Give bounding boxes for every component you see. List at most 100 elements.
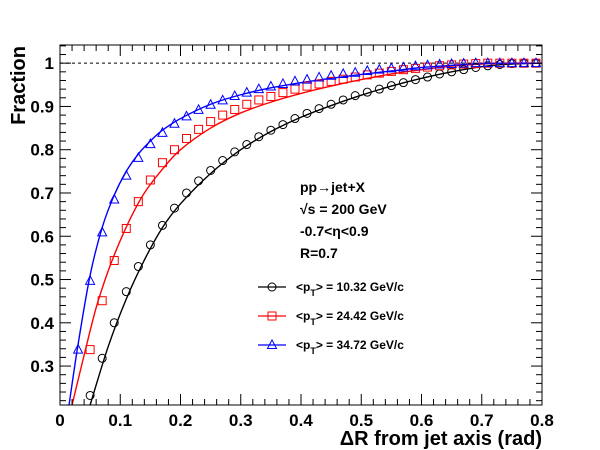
y-tick-label: 0.4 xyxy=(30,314,54,333)
data-point xyxy=(230,104,240,114)
data-point xyxy=(121,287,131,297)
data-point xyxy=(278,88,288,98)
data-point xyxy=(435,61,445,71)
legend-entry-3: <pT> = 34.72 GeV/c xyxy=(258,338,404,356)
data-point xyxy=(398,78,408,88)
data-point xyxy=(97,296,107,306)
y-axis-ticks: 0.3 0.4 0.5 0.6 0.7 0.8 0.9 1 xyxy=(30,45,542,402)
data-point xyxy=(410,75,420,85)
legend-marker xyxy=(267,282,277,292)
legend-label: <pT> = 34.72 GeV/c xyxy=(296,338,404,356)
legend-marker xyxy=(267,311,277,321)
data-point xyxy=(290,114,300,124)
data-point xyxy=(506,57,518,68)
y-tick-label: 0.3 xyxy=(30,357,54,376)
y-tick-label: 1 xyxy=(45,54,54,73)
data-point xyxy=(229,89,241,101)
annotation-eta-range: -0.7<η<0.9 xyxy=(300,223,369,239)
data-point xyxy=(482,57,494,68)
data-point xyxy=(325,69,337,80)
data-point xyxy=(241,86,253,97)
data-point xyxy=(108,193,120,204)
data-point xyxy=(193,103,204,114)
data-point xyxy=(96,226,108,237)
x-tick-label: 0.4 xyxy=(289,411,313,430)
markers-series-3 xyxy=(72,57,542,354)
data-point xyxy=(133,197,143,207)
data-point xyxy=(206,165,216,175)
data-point xyxy=(145,175,155,185)
fit-curve-series-1 xyxy=(89,62,542,405)
annotation-energy: √s = 200 GeV xyxy=(300,201,387,217)
legend-label: <pT> = 24.42 GeV/c xyxy=(296,309,404,327)
data-point xyxy=(326,76,336,86)
y-axis-title: Fraction xyxy=(8,46,30,125)
data-point xyxy=(84,274,96,285)
data-point xyxy=(72,343,84,354)
data-point xyxy=(194,176,204,186)
x-tick-label: 0.3 xyxy=(229,411,253,430)
data-point xyxy=(313,71,325,82)
data-point xyxy=(182,188,192,198)
data-point xyxy=(254,132,264,142)
data-point xyxy=(386,81,396,91)
data-point xyxy=(157,126,168,137)
data-point xyxy=(253,83,265,94)
data-point xyxy=(458,57,470,68)
data-point xyxy=(120,169,132,180)
legend: <pT> = 10.32 GeV/c <pT> = 24.42 GeV/c <pT>… xyxy=(258,280,404,356)
data-point xyxy=(181,110,192,121)
data-point xyxy=(410,60,421,71)
data-point xyxy=(218,156,228,166)
data-point xyxy=(218,110,228,120)
data-point xyxy=(242,140,252,150)
data-point xyxy=(242,99,252,109)
data-markers xyxy=(72,57,542,400)
data-point xyxy=(434,58,445,69)
data-point xyxy=(459,59,469,69)
data-point xyxy=(337,67,349,78)
data-point xyxy=(265,80,277,91)
x-tick-label: 0.5 xyxy=(349,411,373,430)
data-point xyxy=(302,81,312,91)
data-point xyxy=(217,94,229,105)
data-point xyxy=(518,57,530,68)
data-point xyxy=(350,91,360,101)
data-point xyxy=(338,95,348,105)
data-point xyxy=(314,104,324,114)
data-point xyxy=(459,65,469,75)
data-point xyxy=(301,73,313,84)
data-point xyxy=(121,223,131,233)
data-point xyxy=(470,57,482,68)
data-point xyxy=(145,240,155,250)
y-tick-label: 0.5 xyxy=(30,271,54,290)
data-point xyxy=(350,72,360,82)
data-point xyxy=(157,220,167,230)
x-tick-label: 0.1 xyxy=(108,411,132,430)
x-tick-label: 0 xyxy=(55,411,64,430)
x-axis-ticks: 0 0.1 0.2 0.3 0.4 0.5 0.6 0.7 0.8 xyxy=(55,45,554,430)
legend-label: <pT> = 10.32 GeV/c xyxy=(296,280,404,298)
data-point xyxy=(97,353,107,363)
y-tick-label: 0.9 xyxy=(30,97,54,116)
data-point xyxy=(169,145,179,155)
data-point xyxy=(494,57,506,68)
data-point xyxy=(374,84,384,94)
markers-series-1 xyxy=(85,58,541,400)
annotation-cone-radius: R=0.7 xyxy=(300,245,338,261)
data-point xyxy=(373,63,385,74)
legend-entry-1: <pT> = 10.32 GeV/c xyxy=(258,280,404,298)
data-point xyxy=(422,59,433,70)
data-point xyxy=(169,117,180,128)
data-point xyxy=(182,133,192,143)
data-point xyxy=(398,61,409,72)
data-point xyxy=(230,147,240,157)
data-point xyxy=(423,72,433,82)
data-point xyxy=(145,138,156,149)
data-point xyxy=(446,57,457,69)
data-point xyxy=(206,117,216,127)
data-point xyxy=(447,60,457,70)
data-point xyxy=(85,345,95,355)
